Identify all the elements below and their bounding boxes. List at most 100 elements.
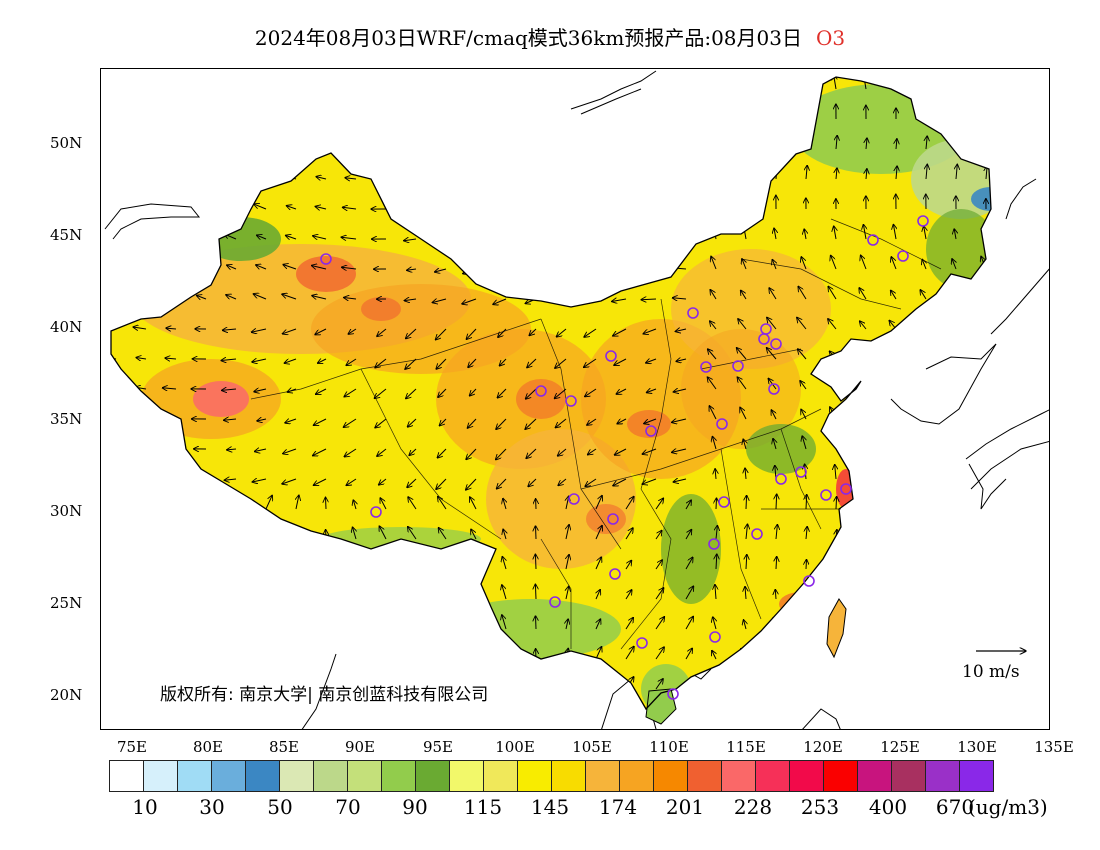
legend-swatch-9 <box>415 760 450 792</box>
wind-arrow <box>676 359 687 361</box>
wind-arrow <box>502 557 506 570</box>
wind-arrow <box>584 328 597 337</box>
wind-arrow <box>673 479 687 482</box>
station-marker <box>605 350 617 362</box>
wind-arrow <box>468 358 477 368</box>
station-marker <box>758 333 770 345</box>
wind-arrow <box>746 555 747 570</box>
legend-swatch-3 <box>211 760 246 792</box>
wind-arrow <box>866 138 867 150</box>
wind-arrow <box>341 237 357 239</box>
lon-label-135e: 135E <box>1034 738 1074 756</box>
wind-arrow <box>406 328 417 339</box>
wind-arrow <box>646 359 657 363</box>
wind-arrow <box>503 498 506 510</box>
wind-arrow <box>438 388 447 397</box>
station-marker <box>775 473 787 485</box>
wind-arrow <box>625 497 634 510</box>
station-marker <box>565 395 577 407</box>
legend-swatch-18 <box>721 760 756 792</box>
wind-arrow <box>828 286 837 300</box>
wind-arrow <box>496 418 507 429</box>
wind-arrow <box>536 526 537 540</box>
wind-arrow <box>595 619 601 630</box>
wind-arrow <box>226 295 237 299</box>
station-marker <box>840 483 852 495</box>
wind-arrow <box>655 679 663 690</box>
station-marker <box>820 489 832 501</box>
wind-arrow <box>526 388 537 399</box>
station-marker <box>732 360 744 372</box>
wind-arrow <box>655 560 662 570</box>
wind-arrow <box>502 615 507 630</box>
wind-arrow <box>344 388 357 397</box>
wind-arrow <box>377 328 387 336</box>
legend-swatch-19 <box>755 760 790 792</box>
wind-arrow <box>893 224 896 240</box>
wind-arrow <box>555 418 567 428</box>
wind-arrow <box>952 259 956 270</box>
wind-arrow <box>776 494 777 510</box>
wind-arrow <box>466 448 477 460</box>
wind-arrow <box>710 321 717 330</box>
wind-arrow <box>859 288 867 300</box>
wind-arrow <box>554 388 567 399</box>
wind-arrow <box>282 328 297 334</box>
wind-arrow <box>613 478 627 486</box>
legend-swatch-6 <box>313 760 348 792</box>
station-marker <box>795 466 807 478</box>
wind-arrow <box>716 526 717 540</box>
wind-arrow <box>315 328 327 335</box>
station-marker <box>897 250 909 262</box>
wind-arrow <box>713 617 716 630</box>
legend-label-228: 228 <box>733 795 773 819</box>
wind-arrow <box>708 349 717 360</box>
wind-arrow <box>253 294 267 300</box>
wind-arrow <box>743 439 746 450</box>
wind-arrow <box>595 496 602 510</box>
wind-arrow <box>889 320 897 330</box>
legend-label-400: 400 <box>868 795 908 819</box>
wind-arrow <box>432 299 447 303</box>
wind-arrow <box>408 527 417 540</box>
wind-arrow <box>673 389 687 392</box>
station-marker <box>716 418 728 430</box>
wind-arrow <box>685 586 694 600</box>
lat-label-35n: 35N <box>50 410 83 428</box>
wind-arrow <box>746 495 747 510</box>
wind-arrow <box>861 255 867 270</box>
legend-label-253: 253 <box>800 795 840 819</box>
wind-arrow <box>466 328 477 339</box>
wind-arrow <box>406 388 417 399</box>
wind-arrow <box>646 389 657 393</box>
wind-arrow <box>252 479 267 482</box>
lat-label-45n: 45N <box>50 226 83 244</box>
wind-arrow <box>954 229 956 240</box>
wind-arrow <box>343 418 357 427</box>
lat-label-20n: 20N <box>50 686 83 704</box>
wind-arrow <box>715 469 716 480</box>
wind-arrow <box>407 269 417 270</box>
wind-arrow <box>863 225 866 240</box>
wind-arrow <box>437 448 447 458</box>
wind-arrow <box>133 327 147 329</box>
wind-arrow <box>774 228 776 240</box>
wind-arrow <box>617 419 627 424</box>
wind-arrow <box>466 478 477 490</box>
station-marker <box>718 496 730 508</box>
legend-swatch-22 <box>857 760 892 792</box>
legend-swatch-10 <box>449 760 484 792</box>
wind-arrow <box>896 166 897 180</box>
map-frame <box>100 68 1050 730</box>
wind-arrow <box>316 177 327 179</box>
wind-arrow <box>625 560 632 570</box>
lon-label-110e: 110E <box>649 738 689 756</box>
wind-arrow <box>407 418 417 427</box>
legend-label-115: 115 <box>463 795 503 819</box>
wind-arrow <box>296 495 299 510</box>
station-marker <box>568 493 580 505</box>
lon-label-100e: 100E <box>495 738 535 756</box>
wind-arrow <box>712 436 716 450</box>
title-text: 2024年08月03日WRF/cmaq模式36km预报产品:08月03日 <box>254 26 802 50</box>
legend-unit: (ug/m3) <box>968 795 1048 819</box>
